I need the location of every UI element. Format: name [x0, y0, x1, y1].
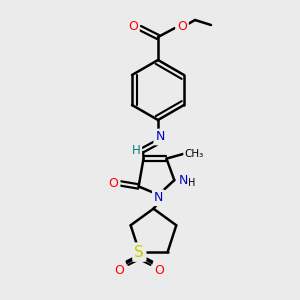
Text: H: H — [132, 145, 140, 158]
Text: O: O — [177, 20, 187, 34]
Text: O: O — [109, 177, 118, 190]
Text: O: O — [154, 264, 164, 277]
Text: N: N — [155, 130, 165, 143]
Text: O: O — [128, 20, 138, 34]
Text: S: S — [134, 244, 144, 260]
Text: H: H — [188, 178, 195, 188]
Text: N: N — [154, 191, 163, 204]
Text: O: O — [114, 264, 124, 277]
Text: N: N — [178, 174, 188, 187]
Text: CH₃: CH₃ — [185, 148, 204, 159]
